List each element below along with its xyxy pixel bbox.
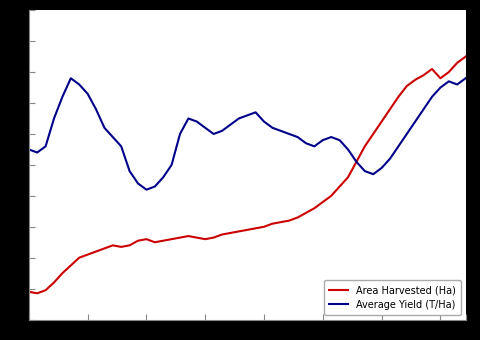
Area Harvested (Ha) <box>152 240 157 244</box>
Area Harvested (Ha) <box>312 206 317 210</box>
Average Yield (T/Ha) <box>26 147 32 151</box>
Area Harvested (Ha) <box>286 219 292 223</box>
Average Yield (T/Ha) <box>160 175 166 179</box>
Average Yield (T/Ha) <box>463 76 468 80</box>
Average Yield (T/Ha) <box>144 188 149 192</box>
Area Harvested (Ha) <box>34 291 40 295</box>
Area Harvested (Ha) <box>463 55 468 59</box>
Average Yield (T/Ha) <box>303 141 309 145</box>
Average Yield (T/Ha) <box>68 76 73 80</box>
Average Yield (T/Ha) <box>328 135 334 139</box>
Area Harvested (Ha) <box>26 290 32 294</box>
Average Yield (T/Ha) <box>320 138 325 142</box>
Line: Area Harvested (Ha): Area Harvested (Ha) <box>29 57 466 293</box>
Area Harvested (Ha) <box>370 132 376 136</box>
Legend: Area Harvested (Ha), Average Yield (T/Ha): Area Harvested (Ha), Average Yield (T/Ha… <box>324 280 461 315</box>
Line: Average Yield (T/Ha): Average Yield (T/Ha) <box>29 78 466 190</box>
Area Harvested (Ha) <box>420 73 426 77</box>
Average Yield (T/Ha) <box>295 135 300 139</box>
Average Yield (T/Ha) <box>379 166 384 170</box>
Area Harvested (Ha) <box>295 216 300 220</box>
